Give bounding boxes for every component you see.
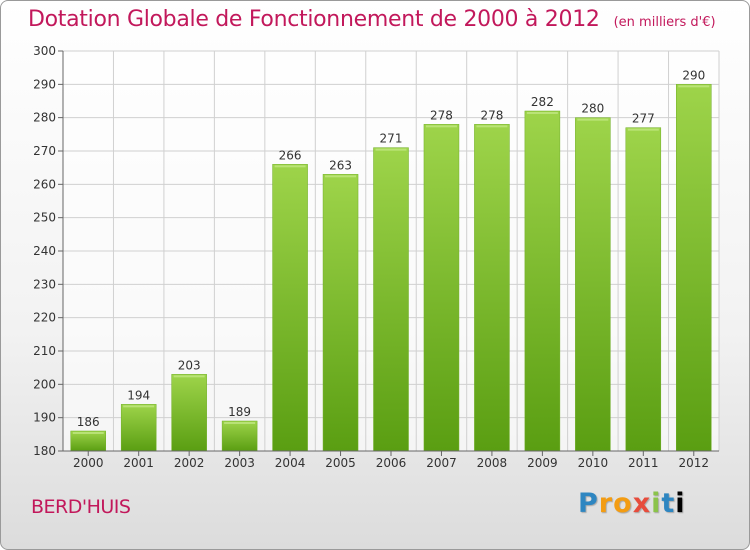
data-label: 263 bbox=[329, 158, 352, 172]
logo-letter: r bbox=[598, 488, 614, 519]
y-tick-label: 300 bbox=[33, 44, 56, 58]
chart-title: Dotation Globale de Fonctionnement de 20… bbox=[28, 7, 716, 32]
x-tick-label: 2008 bbox=[477, 456, 508, 470]
y-tick-label: 260 bbox=[33, 177, 56, 191]
x-tick-label: 2007 bbox=[426, 456, 457, 470]
data-label: 278 bbox=[430, 108, 453, 122]
logo-letter: i bbox=[675, 488, 686, 519]
bar bbox=[676, 84, 712, 452]
bar-highlight bbox=[274, 165, 306, 168]
data-label: 189 bbox=[228, 405, 251, 419]
logo-letter: o bbox=[613, 488, 633, 519]
commune-name: BERD'HUIS bbox=[31, 496, 131, 518]
bar-highlight bbox=[577, 118, 609, 121]
y-tick-label: 290 bbox=[33, 77, 56, 91]
bar-highlight bbox=[72, 432, 104, 434]
bar-highlight bbox=[375, 148, 407, 151]
bar bbox=[423, 124, 460, 452]
bar bbox=[272, 164, 308, 452]
y-tick-label: 270 bbox=[33, 144, 56, 158]
bar-highlight bbox=[325, 175, 357, 178]
y-tick-label: 240 bbox=[33, 244, 56, 258]
bar-highlight bbox=[123, 405, 155, 408]
x-tick-label: 2006 bbox=[376, 456, 407, 470]
bar bbox=[575, 117, 611, 452]
y-tick-label: 180 bbox=[33, 444, 56, 458]
data-label: 271 bbox=[380, 132, 403, 146]
proxiti-logo[interactable]: Proxiti bbox=[578, 488, 686, 519]
y-tick-label: 230 bbox=[33, 277, 56, 291]
bar bbox=[524, 110, 561, 452]
data-label: 203 bbox=[178, 358, 201, 372]
bar-highlight bbox=[476, 125, 508, 128]
x-tick-label: 2011 bbox=[628, 456, 659, 470]
data-labels: 186 194 203 189 266 263 271 278 278 282 280 277 290 bbox=[77, 68, 705, 429]
y-tick-label: 200 bbox=[33, 377, 56, 391]
bar bbox=[373, 147, 409, 452]
axes: 180 190 200 210 220 230 240 250 260 270 280 290 300 2… bbox=[33, 44, 719, 470]
data-label: 290 bbox=[682, 68, 705, 82]
bar bbox=[322, 174, 359, 452]
bar bbox=[625, 127, 662, 452]
x-tick-label: 2012 bbox=[678, 456, 709, 470]
bar-highlight bbox=[627, 128, 659, 131]
bar-highlight bbox=[425, 125, 457, 128]
bar bbox=[120, 404, 157, 452]
bars bbox=[70, 84, 712, 452]
data-label: 280 bbox=[581, 102, 604, 116]
data-label: 278 bbox=[480, 108, 503, 122]
data-label: 194 bbox=[127, 388, 150, 402]
unit-label: (en milliers d'€) bbox=[613, 15, 716, 30]
bar bbox=[171, 374, 207, 452]
x-tick-label: 2010 bbox=[578, 456, 609, 470]
bar bbox=[474, 124, 510, 452]
data-label: 282 bbox=[531, 95, 554, 109]
y-tick-label: 210 bbox=[33, 344, 56, 358]
bar-highlight bbox=[526, 112, 558, 114]
title-text: Dotation Globale de Fonctionnement de 20… bbox=[28, 7, 600, 32]
data-label: 277 bbox=[632, 112, 655, 126]
y-tick-label: 280 bbox=[33, 111, 56, 125]
x-tick-label: 2003 bbox=[224, 456, 255, 470]
bar-highlight bbox=[678, 85, 710, 88]
x-tick-label: 2002 bbox=[174, 456, 205, 470]
data-label: 266 bbox=[279, 148, 302, 162]
y-tick-label: 190 bbox=[33, 411, 56, 425]
logo-letter: x bbox=[632, 488, 652, 519]
x-tick-label: 2000 bbox=[73, 456, 104, 470]
bar-highlight bbox=[173, 375, 205, 378]
x-tick-label: 2001 bbox=[123, 456, 154, 470]
bar-highlight bbox=[224, 422, 256, 424]
x-tick-label: 2009 bbox=[527, 456, 558, 470]
x-tick-label: 2004 bbox=[275, 456, 306, 470]
y-tick-label: 220 bbox=[33, 311, 56, 325]
x-tick-label: 2005 bbox=[325, 456, 356, 470]
data-label: 186 bbox=[77, 415, 100, 429]
y-tick-label: 250 bbox=[33, 211, 56, 225]
logo-letter: P bbox=[578, 488, 599, 519]
logo-letter: t bbox=[661, 488, 676, 519]
logo-letter: i bbox=[651, 488, 662, 519]
bar bbox=[221, 420, 258, 452]
